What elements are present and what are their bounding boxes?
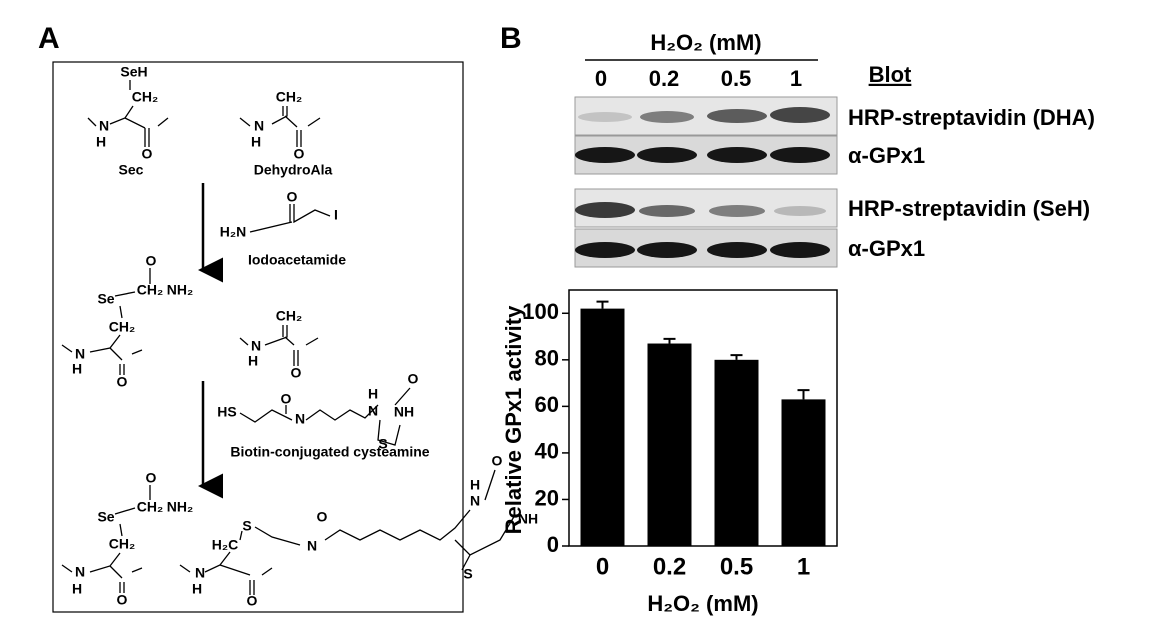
atom-label: H [251,134,261,150]
blot-label: HRP-streptavidin (DHA) [848,105,1095,130]
lane-label: 0.2 [649,66,680,91]
compound-name: DehydroAla [254,162,333,178]
atom-label: NH₂ [167,282,193,298]
atom-label: N [195,565,205,581]
atom-label: HS [217,404,236,420]
error-bar [730,354,743,360]
atom-label: H₂N [220,224,246,240]
atom-label: H [368,386,378,402]
error-bar [596,300,609,309]
atom-label: O [247,593,258,609]
y-tick-label: 0 [547,532,559,557]
atom-label: Se [97,291,114,307]
atom-label: N [251,338,261,354]
atom-label: O [281,391,292,407]
y-axis-title: Relative GPx1 activity [501,305,526,534]
treatment-label: H₂O₂ (mM) [650,30,761,55]
atom-label: N [295,411,305,427]
bonds [61,80,516,595]
atom-label: O [146,253,157,269]
atom-label: CH₂ [276,89,302,105]
atom-label: Se [97,509,114,525]
lane-label: 0 [595,66,607,91]
atom-label: N [75,346,85,362]
y-tick-label: 80 [535,346,559,371]
atom-label: O [146,470,157,486]
blot-label: α-GPx1 [848,143,925,168]
blot-label: HRP-streptavidin (SeH) [848,196,1090,221]
lane-label: 0.5 [721,66,752,91]
y-tick-label: 20 [535,485,559,510]
atom-label: S [378,436,387,452]
atom-label: CH₂ [276,308,302,324]
y-tick-label: 60 [535,392,559,417]
atom-label: SeH [120,64,147,80]
atom-label: N [254,118,264,134]
atom-label: O [408,371,419,387]
atom-label: N [99,118,109,134]
x-tick-label: 0.2 [653,553,686,580]
x-tick-label: 0 [596,553,609,580]
y-tick-label: 40 [535,439,559,464]
atom-label: H [72,581,82,597]
atom-label: NH₂ [167,499,193,515]
atom-label: O [317,509,328,525]
compound-name: Iodoacetamide [248,252,346,268]
bar [580,308,625,546]
atom-label: N [75,564,85,580]
bar [781,399,826,546]
compound-name: Biotin-conjugated cysteamine [230,444,429,460]
lane-label: 1 [790,66,802,91]
atom-label: NH [518,511,538,527]
blots [574,96,838,268]
atom-label: H [192,581,202,597]
bar [714,359,759,546]
atom-label: N [368,403,378,419]
atom-label: H [72,361,82,377]
error-bar [663,337,676,344]
error-bar [797,389,810,400]
atom-label: N [307,538,317,554]
atom-label: O [142,146,153,162]
atom-label: O [492,453,503,469]
atom-label: O [117,592,128,608]
atom-label: O [287,189,298,205]
x-tick-label: 1 [797,553,810,580]
x-axis-title: H₂O₂ (mM) [647,591,758,616]
blot-header: Blot [869,62,912,87]
atom-label: CH₂ [137,282,163,298]
compound-name: Sec [119,162,144,178]
atom-label: H [248,353,258,369]
atom-label: NH [394,404,414,420]
x-tick-label: 0.5 [720,553,753,580]
atom-label: N [470,493,480,509]
blot-label: α-GPx1 [848,236,925,261]
panel-letter: B [500,22,522,55]
atom-label: O [291,365,302,381]
y-tick-label: 100 [522,299,559,324]
atom-label: H [96,134,106,150]
panel-a-frame [52,61,464,613]
atom-label: I [334,207,338,223]
atom-label: CH₂ [137,499,163,515]
panel-letter: A [38,22,60,55]
atom-label: CH₂ [109,319,135,335]
bar [647,343,692,546]
atom-label: H₂C [212,537,238,553]
atom-label: CH₂ [132,89,158,105]
atom-label: H [470,477,480,493]
atom-label: S [463,566,472,582]
atom-label: O [294,146,305,162]
plot-frame [568,289,838,547]
atom-label: CH₂ [109,536,135,552]
atom-label: O [117,374,128,390]
atom-label: S [242,518,251,534]
